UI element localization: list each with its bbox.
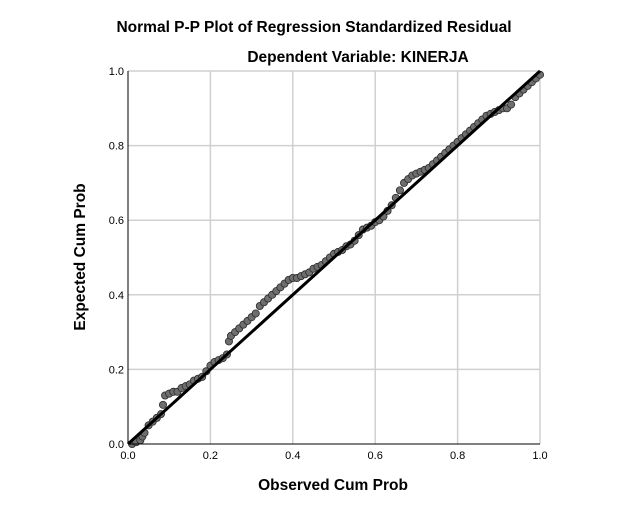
chart-title: Normal P-P Plot of Regression Standardiz… bbox=[116, 19, 511, 36]
x-tick-label: 0.6 bbox=[368, 450, 383, 462]
y-tick-label: 0.2 bbox=[109, 364, 124, 376]
reference-line bbox=[126, 69, 542, 446]
x-axis-label: Observed Cum Prob bbox=[258, 477, 408, 494]
y-tick-label: 0.6 bbox=[109, 215, 124, 227]
data-points bbox=[128, 70, 545, 448]
data-point bbox=[507, 100, 516, 109]
y-axis-label: Expected Cum Prob bbox=[72, 183, 89, 330]
axes bbox=[127, 71, 540, 445]
data-point bbox=[159, 400, 168, 409]
y-tick-label: 0.4 bbox=[109, 290, 124, 302]
x-tick-label: 1.0 bbox=[532, 450, 547, 462]
gridlines bbox=[128, 70, 541, 444]
x-tick-label: 0.2 bbox=[203, 450, 218, 462]
data-point bbox=[251, 309, 260, 318]
x-tick-label: 0.4 bbox=[285, 450, 300, 462]
y-tick-label: 0.8 bbox=[109, 141, 124, 153]
x-tick-label: 0.8 bbox=[450, 450, 465, 462]
chart-subtitle: Dependent Variable: KINERJA bbox=[247, 49, 468, 66]
x-tick-label: 0.0 bbox=[120, 450, 135, 462]
tick-labels: 0.0 0.2 0.4 0.6 0.8 1.0 0.0 0.2 0.4 0.6 0.8 1.0 bbox=[109, 66, 548, 462]
y-tick-label: 0.0 bbox=[109, 439, 124, 451]
y-tick-label: 1.0 bbox=[109, 66, 124, 78]
data-point bbox=[395, 186, 404, 195]
